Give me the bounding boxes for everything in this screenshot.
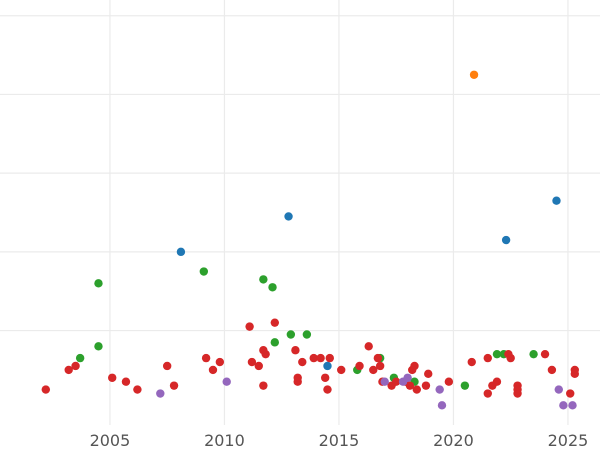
data-point-s3-23 xyxy=(316,353,325,363)
data-point-s4-9 xyxy=(568,401,577,410)
data-point-s3-8 xyxy=(201,353,211,363)
data-point-s3-25 xyxy=(325,353,334,363)
data-point-s3-41 xyxy=(421,381,431,390)
data-point-s4-0 xyxy=(156,389,165,398)
x-tick-label-0: 2005 xyxy=(90,431,131,450)
data-point-s3-2 xyxy=(71,361,80,371)
data-point-s3-24 xyxy=(320,373,330,382)
data-point-s3-58 xyxy=(570,365,580,375)
data-point-s3-3 xyxy=(108,373,117,382)
x-tick-label-4: 2025 xyxy=(548,431,589,450)
y-gridlines xyxy=(0,15,600,332)
data-point-s3-27 xyxy=(337,365,346,375)
x-tick-label-1: 2010 xyxy=(204,431,245,450)
data-point-s3-45 xyxy=(483,353,492,363)
data-point-s3-4 xyxy=(121,377,131,386)
data-point-s2-5 xyxy=(268,283,277,292)
data-point-s3-31 xyxy=(373,353,383,363)
data-point-s3-35 xyxy=(391,377,401,386)
data-point-s4-5 xyxy=(435,385,444,394)
data-point-s3-48 xyxy=(492,377,502,386)
data-point-s4-6 xyxy=(437,401,447,410)
x-gridlines xyxy=(109,0,569,425)
data-point-s2-14 xyxy=(492,349,502,359)
data-point-s4-8 xyxy=(559,401,568,410)
data-point-s3-43 xyxy=(444,377,454,386)
data-point-s3-16 xyxy=(259,381,268,390)
data-point-s3-56 xyxy=(566,389,575,398)
data-point-s3-15 xyxy=(261,349,270,359)
data-point-s3-28 xyxy=(355,361,364,371)
data-point-s3-42 xyxy=(424,369,433,379)
data-point-s3-26 xyxy=(323,385,332,394)
data-point-s4-2 xyxy=(380,377,389,386)
data-point-s3-17 xyxy=(270,318,280,327)
data-point-s3-32 xyxy=(375,361,385,371)
data-point-s3-9 xyxy=(208,365,218,375)
data-point-s4-1 xyxy=(222,377,231,386)
data-point-s3-54 xyxy=(540,349,550,359)
data-points xyxy=(41,70,580,410)
data-point-s0-2 xyxy=(501,235,511,245)
data-point-s3-12 xyxy=(247,357,257,367)
data-point-s2-0 xyxy=(75,353,85,363)
data-point-s2-7 xyxy=(286,330,296,339)
data-point-s3-1 xyxy=(64,365,73,375)
data-point-s1-0 xyxy=(469,70,479,79)
x-tick-label-3: 2020 xyxy=(433,431,474,450)
data-point-s2-13 xyxy=(460,381,470,390)
data-point-s2-16 xyxy=(529,349,538,359)
data-point-s2-3 xyxy=(199,267,209,276)
data-point-s3-7 xyxy=(169,381,179,390)
data-point-s2-4 xyxy=(259,275,268,284)
data-point-s3-10 xyxy=(215,357,225,367)
data-point-s0-4 xyxy=(323,361,332,371)
data-point-s3-6 xyxy=(162,361,172,371)
data-point-s3-46 xyxy=(483,389,492,398)
data-point-s3-55 xyxy=(547,365,557,375)
data-point-s3-44 xyxy=(467,357,476,367)
data-point-s3-50 xyxy=(506,353,515,363)
data-point-s3-30 xyxy=(369,365,378,375)
data-point-s3-0 xyxy=(41,385,51,394)
data-point-s3-18 xyxy=(291,346,300,355)
x-tick-label-2: 2015 xyxy=(319,431,360,450)
data-point-s3-39 xyxy=(410,361,419,371)
data-point-s2-8 xyxy=(302,330,312,339)
data-point-s0-1 xyxy=(284,212,293,221)
data-point-s0-3 xyxy=(552,196,561,205)
data-point-s3-11 xyxy=(245,322,254,331)
data-point-s2-2 xyxy=(94,342,103,351)
data-point-s3-21 xyxy=(298,357,307,367)
data-point-s3-5 xyxy=(133,385,142,394)
data-point-s0-0 xyxy=(176,247,186,257)
data-point-s3-13 xyxy=(254,361,263,371)
data-point-s4-7 xyxy=(554,385,563,394)
data-point-s3-53 xyxy=(513,389,522,398)
data-point-s3-37 xyxy=(405,381,415,390)
data-point-s2-1 xyxy=(94,279,103,288)
data-point-s3-20 xyxy=(293,373,302,382)
data-point-s3-29 xyxy=(364,342,373,351)
data-point-s4-4 xyxy=(403,373,412,382)
data-point-s3-22 xyxy=(309,353,318,363)
data-point-s2-6 xyxy=(270,338,280,347)
data-point-s3-40 xyxy=(412,385,421,394)
x-tick-labels: 2005 2010 2015 2020 2025 xyxy=(90,431,589,450)
